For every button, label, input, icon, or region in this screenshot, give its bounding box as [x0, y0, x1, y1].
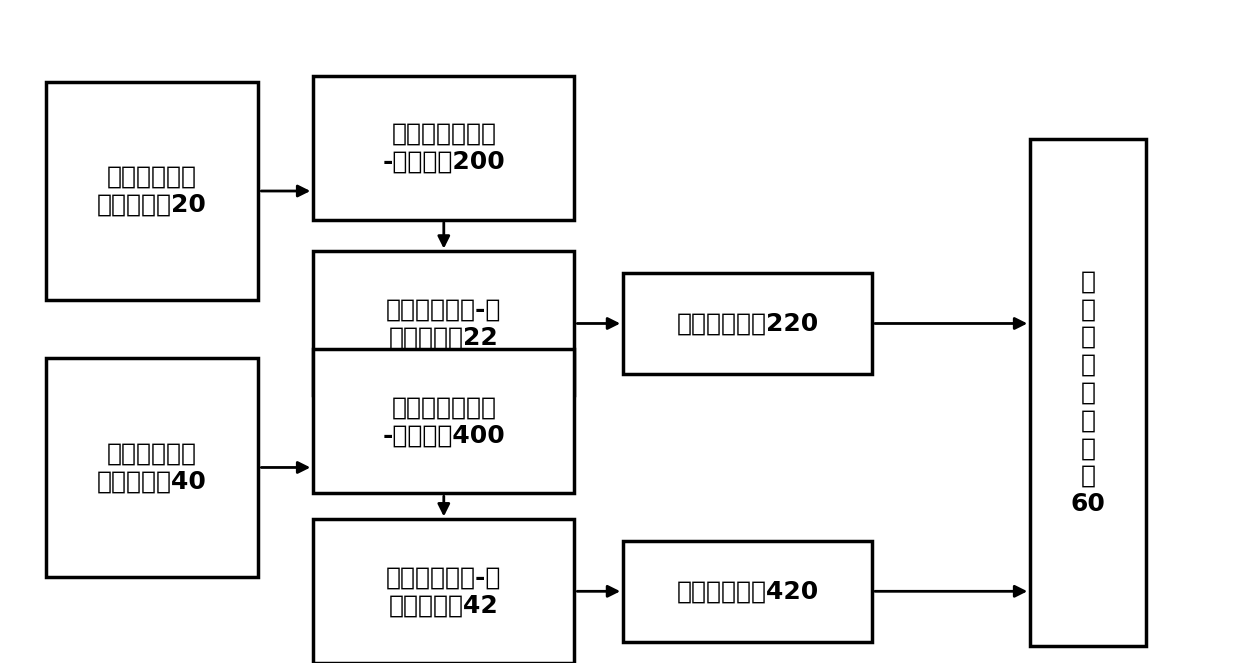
Text: 未知样本的色谱
-质谱数据400: 未知样本的色谱 -质谱数据400: [382, 395, 505, 448]
FancyBboxPatch shape: [622, 541, 872, 642]
Text: 已知样本色谱-质
谱图像模块22: 已知样本色谱-质 谱图像模块22: [386, 297, 501, 349]
Text: 第一数据图像220: 第一数据图像220: [677, 312, 818, 336]
Text: 已知样本信息
数据库模块20: 已知样本信息 数据库模块20: [97, 165, 207, 217]
FancyBboxPatch shape: [46, 82, 258, 300]
FancyBboxPatch shape: [46, 358, 258, 577]
Text: 已知样本的色谱
-质谱数据200: 已知样本的色谱 -质谱数据200: [382, 122, 505, 174]
FancyBboxPatch shape: [1030, 139, 1146, 646]
Text: 未
知
样
本
识
别
模
块
60: 未 知 样 本 识 别 模 块 60: [1070, 269, 1105, 516]
FancyBboxPatch shape: [314, 519, 574, 663]
FancyBboxPatch shape: [314, 349, 574, 493]
FancyBboxPatch shape: [622, 273, 872, 374]
Text: 未知样本信息
数据库模块40: 未知样本信息 数据库模块40: [97, 442, 207, 493]
Text: 未知样本色谱-质
谱图像模块42: 未知样本色谱-质 谱图像模块42: [386, 565, 501, 617]
Text: 第二数据图像420: 第二数据图像420: [677, 580, 818, 603]
FancyBboxPatch shape: [314, 251, 574, 395]
FancyBboxPatch shape: [314, 76, 574, 220]
